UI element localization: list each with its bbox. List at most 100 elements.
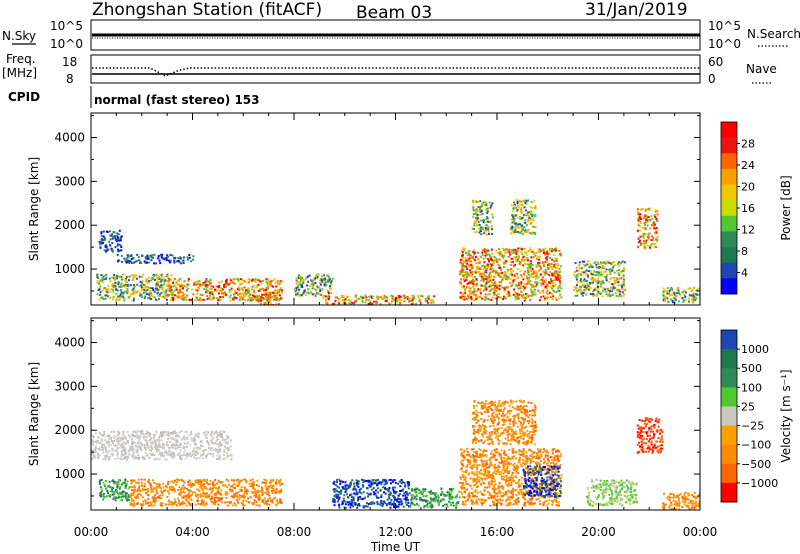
velocity-cell bbox=[215, 500, 218, 503]
velocity-cell bbox=[120, 498, 123, 501]
velocity-cell bbox=[190, 432, 193, 435]
power-cell bbox=[295, 282, 298, 285]
power-cell bbox=[330, 280, 333, 283]
power-cell bbox=[152, 289, 155, 292]
velocity-cell bbox=[155, 482, 158, 485]
power-cell bbox=[139, 292, 142, 295]
power-cell bbox=[170, 285, 173, 288]
power-cell bbox=[257, 283, 260, 286]
power-cell bbox=[111, 233, 114, 236]
velocity-cell bbox=[131, 479, 134, 482]
velocity-cell bbox=[146, 444, 149, 447]
velocity-cell bbox=[182, 488, 185, 491]
power-cell bbox=[585, 286, 588, 289]
power-cell bbox=[495, 290, 498, 293]
power-cell bbox=[602, 281, 605, 284]
power-cell bbox=[647, 237, 650, 240]
power-cell bbox=[486, 227, 489, 230]
power-cell bbox=[348, 302, 351, 305]
power-cell bbox=[488, 285, 491, 288]
power-cell bbox=[116, 275, 119, 278]
power-cell bbox=[505, 276, 508, 279]
power-cell bbox=[502, 256, 505, 259]
power-cell bbox=[173, 259, 176, 262]
power-cell bbox=[314, 288, 317, 291]
power-cell bbox=[298, 274, 301, 277]
power-cell bbox=[107, 284, 110, 287]
power-cell bbox=[160, 256, 163, 258]
velocity-cell bbox=[134, 430, 137, 433]
velocity-cell bbox=[212, 484, 215, 486]
power-cell bbox=[376, 297, 379, 300]
power-cell bbox=[622, 283, 625, 286]
velocity-cell bbox=[167, 483, 169, 486]
power-cell bbox=[202, 281, 205, 284]
power-cell bbox=[262, 298, 265, 301]
velocity-cell bbox=[219, 433, 222, 435]
power-cell bbox=[615, 288, 618, 291]
power-cell bbox=[493, 256, 496, 259]
power-cell bbox=[526, 213, 529, 216]
power-cell bbox=[477, 220, 480, 223]
power-cell bbox=[322, 278, 325, 281]
power-cell bbox=[101, 242, 104, 245]
velocity-cell bbox=[136, 482, 139, 485]
colorbar-swatch bbox=[721, 247, 737, 264]
power-cell bbox=[537, 263, 540, 266]
velocity-cell bbox=[389, 478, 392, 481]
power-cell bbox=[227, 283, 230, 286]
power-cell bbox=[477, 296, 480, 299]
velocity-cell bbox=[212, 455, 214, 458]
velocity-cell bbox=[133, 485, 136, 487]
velocity-cell bbox=[111, 439, 113, 442]
power-cell bbox=[544, 268, 547, 271]
power-cell bbox=[528, 265, 531, 268]
velocity-cell bbox=[107, 434, 110, 437]
velocity-cell bbox=[455, 495, 458, 498]
velocity-cell bbox=[259, 490, 261, 493]
power-cell bbox=[111, 237, 114, 240]
power-cell bbox=[272, 295, 275, 298]
velocity-cell bbox=[257, 504, 260, 507]
velocity-cell bbox=[126, 456, 129, 458]
power-cell bbox=[111, 276, 114, 279]
power-cell bbox=[542, 248, 545, 251]
velocity-cell bbox=[130, 502, 133, 505]
power-cell bbox=[530, 256, 533, 259]
velocity-cell bbox=[136, 448, 139, 451]
power-cell bbox=[623, 280, 625, 283]
power-cell bbox=[233, 296, 236, 299]
power-cell bbox=[128, 261, 131, 264]
power-cell bbox=[368, 295, 371, 298]
power-cell bbox=[296, 286, 299, 289]
power-cell bbox=[179, 256, 182, 259]
power-cell bbox=[212, 285, 215, 288]
velocity-cell bbox=[261, 481, 264, 484]
velocity-cell bbox=[193, 439, 196, 442]
power-cell bbox=[486, 217, 489, 220]
power-cell bbox=[101, 277, 104, 279]
power-cell bbox=[311, 293, 314, 296]
power-cell bbox=[139, 294, 142, 297]
power-cell bbox=[123, 257, 126, 260]
velocity-cell bbox=[217, 499, 220, 502]
power-cell bbox=[637, 223, 640, 226]
power-cell bbox=[611, 288, 614, 291]
power-cell bbox=[512, 231, 515, 234]
velocity-cell bbox=[210, 491, 213, 494]
power-cell bbox=[113, 274, 116, 277]
velocity-cell bbox=[213, 496, 216, 499]
power-cell bbox=[109, 230, 111, 233]
power-cell bbox=[622, 260, 625, 263]
velocity-cell bbox=[268, 494, 271, 497]
power-cell bbox=[261, 293, 264, 296]
velocity-cell bbox=[233, 479, 236, 482]
velocity-cell bbox=[174, 448, 177, 450]
power-cell bbox=[536, 272, 539, 275]
velocity-cell bbox=[133, 486, 136, 489]
y-tick-label: 2000 bbox=[54, 218, 85, 232]
power-cell bbox=[102, 275, 105, 278]
velocity-cell bbox=[133, 491, 136, 494]
power-cell bbox=[532, 217, 535, 220]
power-cell bbox=[531, 286, 533, 288]
